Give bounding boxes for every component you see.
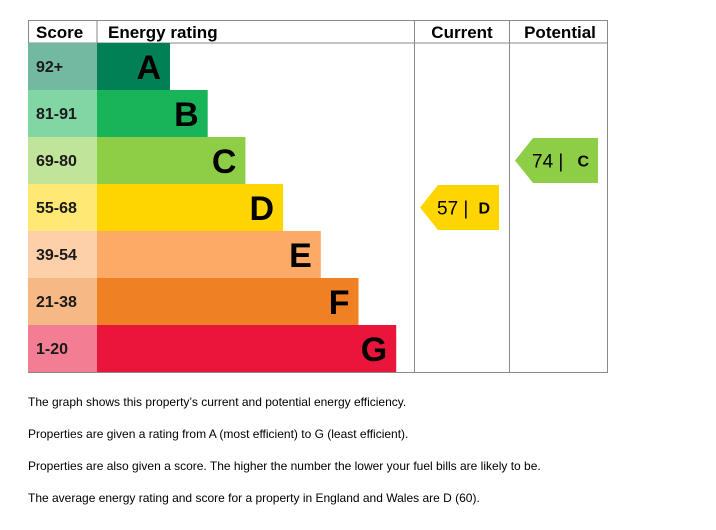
band-letter-e: E [289, 237, 312, 275]
current-marker: 57 | D [420, 185, 499, 230]
score-cell-b [28, 90, 97, 137]
band-letter-c: C [212, 143, 237, 181]
potential-marker: 74 | C [515, 138, 598, 183]
band-letter-a: A [136, 49, 161, 87]
score-cell-d [28, 184, 97, 231]
current-marker-arrow [420, 185, 499, 230]
band-bar-b [97, 90, 208, 137]
band-range-e: 39-54 [36, 247, 77, 264]
band-range-b: 81-91 [36, 106, 77, 123]
header-potential: Potential [524, 23, 596, 42]
header-current: Current [431, 23, 493, 42]
score-cell-c [28, 137, 97, 184]
band-bar-c [97, 137, 246, 184]
note-average: The average energy rating and score for … [28, 491, 480, 505]
band-letter-b: B [174, 96, 199, 134]
header-score: Score [36, 23, 83, 42]
score-cell-g [28, 325, 97, 372]
epc-chart: Score Energy rating Current Potential 92… [28, 20, 608, 373]
current-marker-letter: D [478, 201, 490, 218]
band-bar-a [97, 43, 170, 90]
band-letter-d: D [250, 190, 275, 228]
band-f: 21-38 F [28, 278, 359, 325]
potential-marker-letter: C [577, 154, 589, 171]
band-range-d: 55-68 [36, 200, 77, 217]
score-cell-f [28, 278, 97, 325]
rating-bands: 92+ A 81-91 B 69-80 C 55-68 D 39-54 E 21-38 F 1-20 G [28, 43, 397, 372]
band-range-f: 21-38 [36, 294, 77, 311]
rating-markers: 57 | D 74 | C [420, 138, 598, 230]
band-e: 39-54 E [28, 231, 321, 278]
band-c: 69-80 C [28, 137, 246, 184]
potential-marker-score: 74 | [532, 152, 563, 173]
potential-marker-arrow [515, 138, 598, 183]
header-row: Score Energy rating Current Potential [36, 23, 596, 42]
band-bar-e [97, 231, 321, 278]
note-rating-scale: Properties are given a rating from A (mo… [28, 427, 409, 441]
band-bar-f [97, 278, 359, 325]
band-bar-d [97, 184, 284, 231]
current-marker-score: 57 | [437, 199, 468, 220]
explanatory-notes: The graph shows this property’s current … [28, 395, 708, 523]
band-d: 55-68 D [28, 184, 284, 231]
note-score: Properties are also given a score. The h… [28, 459, 541, 473]
note-graph: The graph shows this property’s current … [28, 395, 407, 409]
band-letter-g: G [361, 331, 387, 369]
band-a: 92+ A [28, 43, 170, 90]
header-energy-rating: Energy rating [108, 23, 218, 42]
score-cell-a [28, 43, 97, 90]
band-g: 1-20 G [28, 325, 397, 372]
band-range-a: 92+ [36, 59, 63, 76]
score-cell-e [28, 231, 97, 278]
band-bar-g [97, 325, 397, 372]
band-range-c: 69-80 [36, 153, 77, 170]
band-b: 81-91 B [28, 90, 208, 137]
band-letter-f: F [329, 284, 350, 322]
band-range-g: 1-20 [36, 341, 68, 358]
